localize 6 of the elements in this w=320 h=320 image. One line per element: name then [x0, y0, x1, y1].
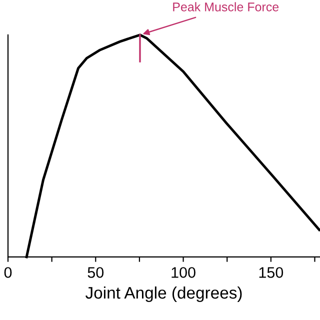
annotation: Peak Muscle Force	[173, 2, 279, 12]
x-tick-label: 150	[259, 267, 284, 278]
x-tick-label: 50	[88, 267, 104, 278]
x-tick-label: 0	[4, 267, 12, 278]
x-tick-label: 100	[172, 267, 196, 278]
x-axis-title: Joint Angle (degrees)	[86, 286, 242, 302]
